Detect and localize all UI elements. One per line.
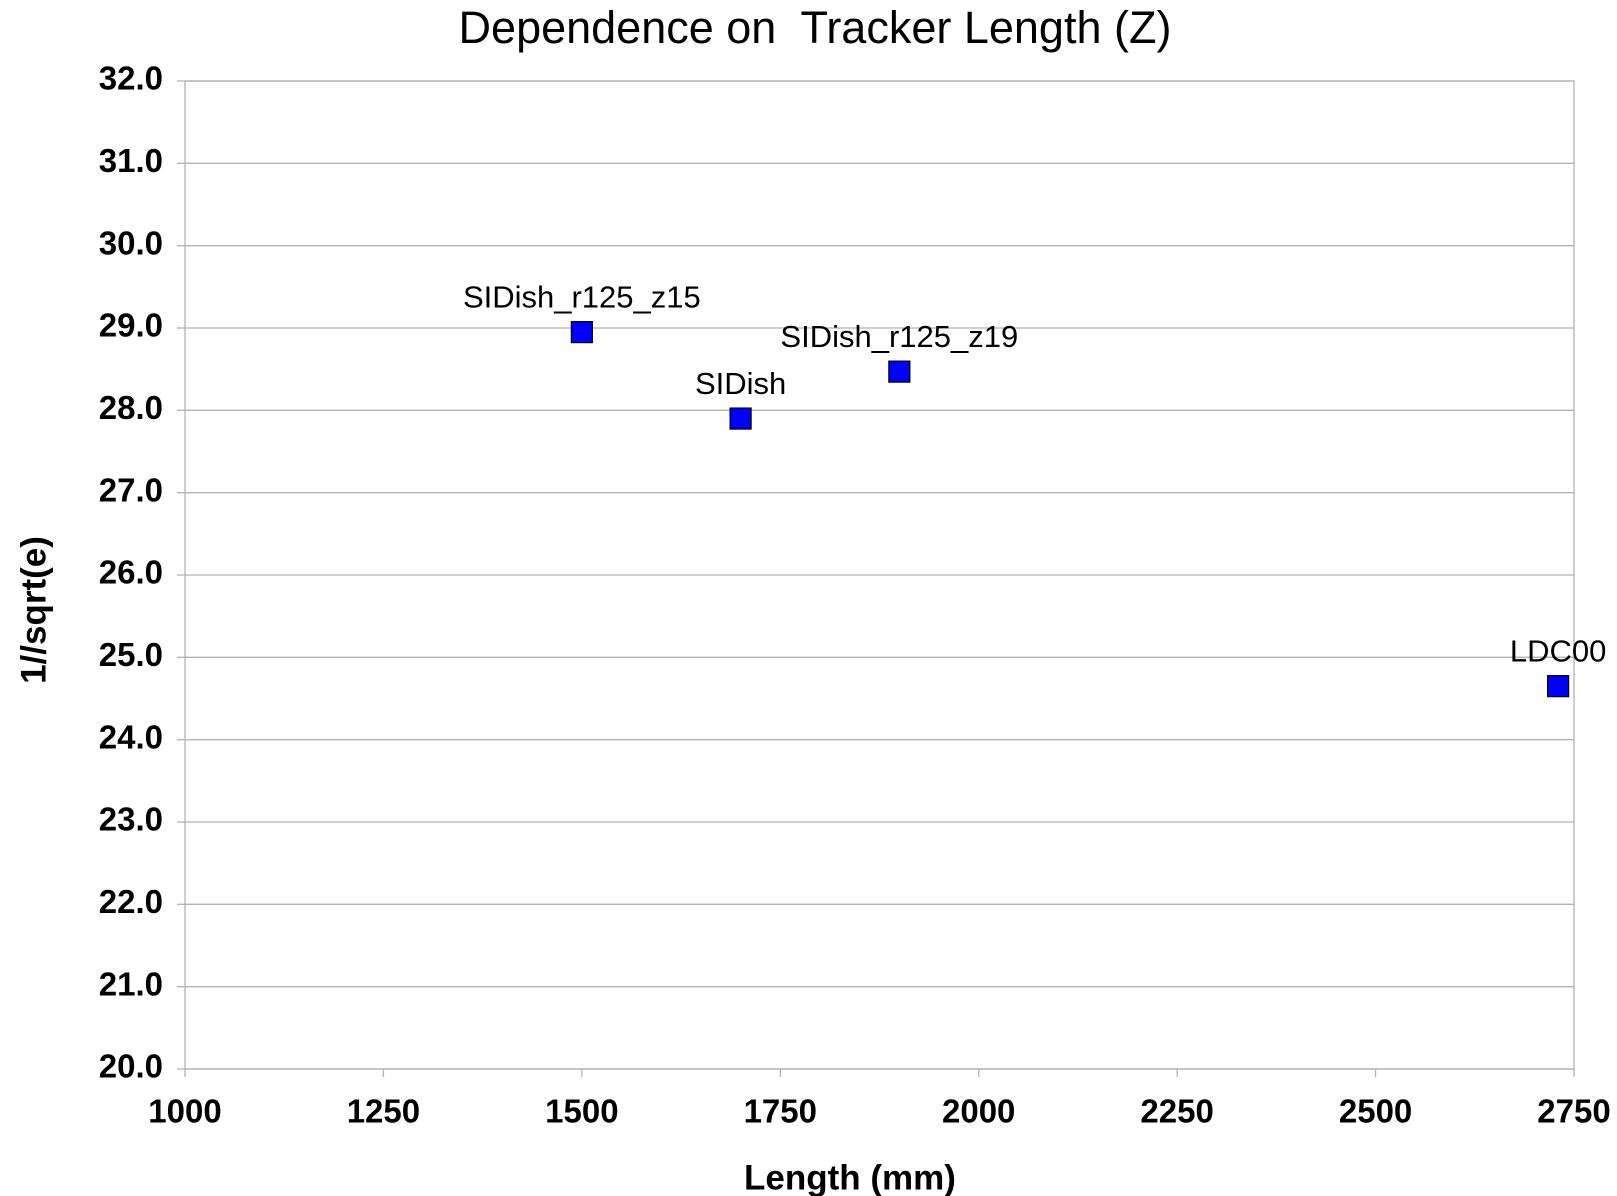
x-tick-label: 2500 bbox=[1339, 1093, 1412, 1130]
y-tick-label: 28.0 bbox=[99, 389, 163, 426]
y-tick-label: 30.0 bbox=[99, 224, 163, 261]
y-tick-label: 25.0 bbox=[99, 636, 163, 673]
point bbox=[570, 321, 593, 344]
x-tick-label: 1500 bbox=[545, 1093, 618, 1130]
x-tick-label: 2750 bbox=[1537, 1093, 1610, 1130]
y-tick-label: 22.0 bbox=[99, 883, 163, 920]
data-label: LDC00 bbox=[1510, 633, 1607, 668]
data-label: SIDish bbox=[695, 366, 786, 401]
data-label: SIDish_r125_z19 bbox=[780, 319, 1018, 354]
x-axis-label: Length (mm) bbox=[744, 1158, 956, 1196]
point bbox=[1547, 675, 1570, 698]
y-tick-label: 20.0 bbox=[99, 1048, 163, 1085]
y-axis-label: 1//sqrt(e) bbox=[14, 536, 53, 684]
y-tick-label: 26.0 bbox=[99, 554, 163, 591]
point bbox=[729, 407, 752, 430]
point bbox=[888, 360, 911, 383]
x-tick-label: 1000 bbox=[148, 1093, 221, 1130]
y-tick-label: 24.0 bbox=[99, 718, 163, 755]
y-tick-label: 32.0 bbox=[99, 60, 163, 97]
y-tick-label: 23.0 bbox=[99, 801, 163, 838]
chart-title: Dependence on Tracker Length (Z) bbox=[459, 2, 1172, 53]
y-tick-label: 31.0 bbox=[99, 142, 163, 179]
x-tick-label: 2000 bbox=[942, 1093, 1015, 1130]
x-tick-label: 1750 bbox=[744, 1093, 817, 1130]
data-label: SIDish_r125_z15 bbox=[463, 279, 701, 314]
y-tick-label: 27.0 bbox=[99, 471, 163, 508]
y-tick-label: 21.0 bbox=[99, 965, 163, 1002]
x-tick-label: 2250 bbox=[1140, 1093, 1213, 1130]
plot-frame bbox=[184, 80, 1575, 1070]
y-tick-label: 29.0 bbox=[99, 307, 163, 344]
x-tick-label: 1250 bbox=[347, 1093, 420, 1130]
